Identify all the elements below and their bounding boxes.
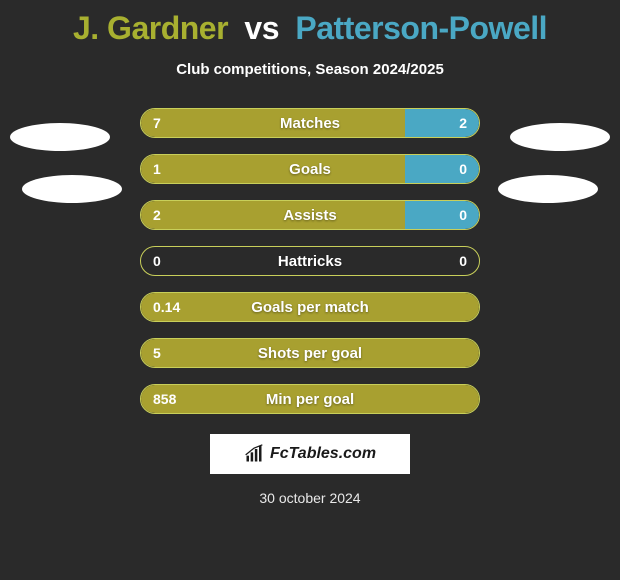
stat-bar-track: 0.14Goals per match — [140, 292, 480, 322]
stat-bar-track: 5Shots per goal — [140, 338, 480, 368]
stat-name: Shots per goal — [141, 339, 479, 367]
stat-bar-track: 00Hattricks — [140, 246, 480, 276]
vs-text: vs — [244, 10, 279, 46]
stat-name: Hattricks — [141, 247, 479, 275]
chart-icon — [244, 444, 264, 464]
player1-name: J. Gardner — [73, 10, 228, 46]
stat-row: 72Matches — [140, 108, 480, 138]
stat-name: Goals per match — [141, 293, 479, 321]
stat-bar-track: 858Min per goal — [140, 384, 480, 414]
stat-name: Min per goal — [141, 385, 479, 413]
stat-row: 00Hattricks — [140, 246, 480, 276]
date-text: 30 october 2024 — [0, 490, 620, 506]
comparison-title: J. Gardner vs Patterson-Powell — [0, 0, 620, 47]
stat-row: 5Shots per goal — [140, 338, 480, 368]
stat-row: 858Min per goal — [140, 384, 480, 414]
stat-bar-track: 10Goals — [140, 154, 480, 184]
player2-name: Patterson-Powell — [295, 10, 547, 46]
stat-bar-track: 20Assists — [140, 200, 480, 230]
stats-container: 72Matches 10Goals 20Assists 00Hattricks 0.14… — [0, 108, 620, 414]
stat-name: Matches — [141, 109, 479, 137]
brand-badge[interactable]: FcTables.com — [210, 434, 410, 474]
stat-row: 10Goals — [140, 154, 480, 184]
stat-row: 20Assists — [140, 200, 480, 230]
subtitle: Club competitions, Season 2024/2025 — [0, 61, 620, 78]
stat-bar-track: 72Matches — [140, 108, 480, 138]
stat-name: Goals — [141, 155, 479, 183]
stat-row: 0.14Goals per match — [140, 292, 480, 322]
stat-name: Assists — [141, 201, 479, 229]
brand-text: FcTables.com — [270, 445, 376, 463]
